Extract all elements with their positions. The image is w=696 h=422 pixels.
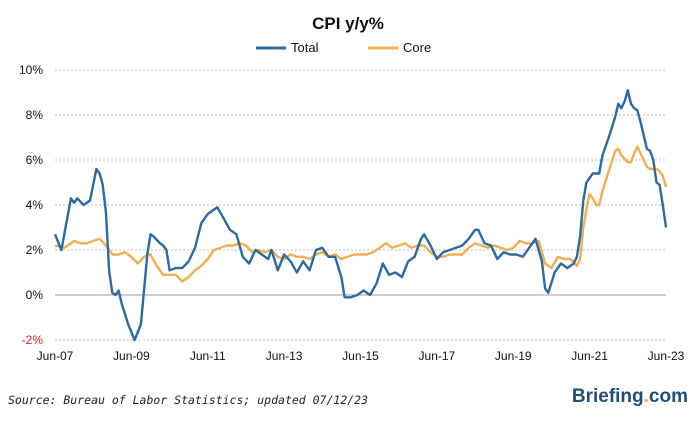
x-tick-label: Jun-11 bbox=[190, 349, 226, 363]
series-line-core bbox=[54, 145, 668, 283]
x-tick-label: Jun-13 bbox=[266, 349, 303, 363]
legend: Total Core bbox=[256, 40, 431, 55]
chart-title: CPI y/y% bbox=[312, 14, 384, 33]
y-tick-label: 4% bbox=[26, 198, 44, 212]
y-tick-label: 10% bbox=[19, 63, 43, 77]
source-note: Source: Bureau of Labor Statistics; upda… bbox=[8, 393, 369, 407]
cpi-line-chart: Total Core 10%8%6%4%2%0%-2% Jun-07 Jun-09 J… bbox=[19, 40, 685, 363]
series-line-total bbox=[53, 89, 668, 342]
x-axis-ticks: Jun-07 Jun-09 Jun-11 Jun-13 Jun-15 Jun-17 Jun-… bbox=[37, 349, 685, 363]
y-axis-ticks: 10% 8% 6% 4% 2% 0% -2% bbox=[19, 63, 43, 347]
y-tick-label: 2% bbox=[26, 243, 44, 257]
briefing-logo: Briefing.com bbox=[571, 386, 688, 407]
x-tick-label: Jun-17 bbox=[419, 349, 456, 363]
y-tick-label: 0% bbox=[26, 288, 44, 302]
gridlines bbox=[55, 69, 666, 341]
y-tick-label: -2% bbox=[22, 333, 44, 347]
x-tick-label: Jun-07 bbox=[37, 349, 74, 363]
y-tick-label: 6% bbox=[26, 153, 44, 167]
y-tick-label: 8% bbox=[26, 108, 44, 122]
legend-label-core: Core bbox=[403, 40, 431, 55]
x-tick-label: Jun-23 bbox=[648, 349, 685, 363]
x-tick-label: Jun-09 bbox=[113, 349, 150, 363]
x-tick-label: Jun-15 bbox=[342, 349, 379, 363]
x-tick-label: Jun-21 bbox=[571, 349, 608, 363]
legend-label-total: Total bbox=[291, 40, 319, 55]
x-tick-label: Jun-19 bbox=[495, 349, 532, 363]
series-lines bbox=[53, 89, 668, 342]
